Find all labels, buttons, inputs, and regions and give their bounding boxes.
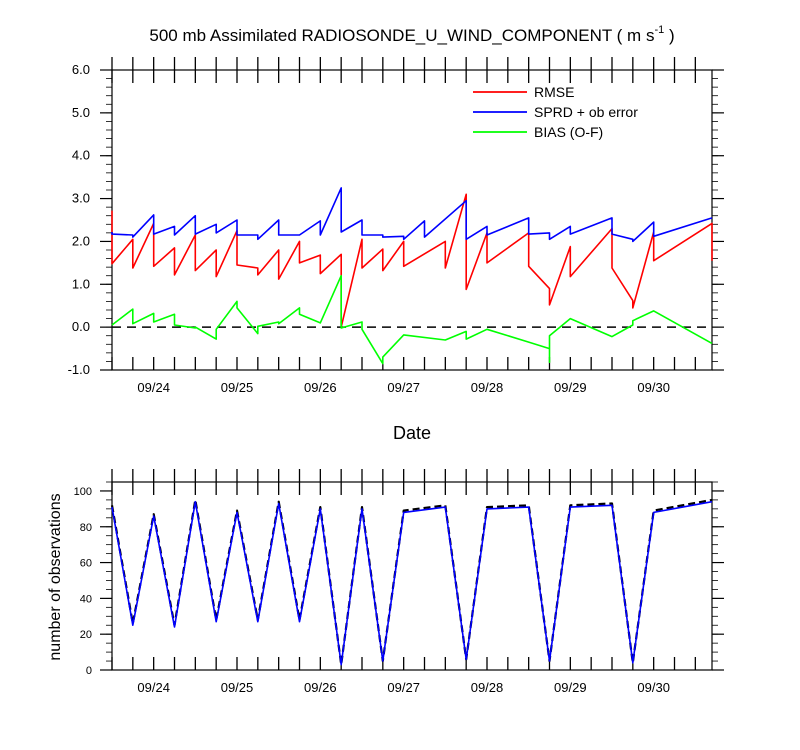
x-tick-label: 09/30 (637, 680, 670, 695)
bottom-series (110, 498, 713, 666)
chart-title-main: 500 mb Assimilated RADIOSONDE_U_WIND_COM… (149, 26, 654, 45)
legend: RMSE SPRD + ob error BIAS (O-F) (473, 84, 638, 140)
y-tick-label: 80 (80, 522, 92, 534)
series-line-bias-o-f (111, 274, 713, 365)
x-tick-label: 09/25 (221, 380, 254, 395)
series-line-possible (111, 500, 713, 666)
y-tick-label: 40 (80, 593, 92, 605)
y-tick-label: 60 (80, 558, 92, 570)
top-x-axis: 09/24 09/25 09/26 09/27 09/28 09/29 09/30 (111, 57, 696, 395)
y-axis-label-observations: number of observations (47, 493, 64, 660)
y-tick-label: 3.0 (72, 191, 90, 206)
series-line-sprd-ob-error (111, 187, 713, 243)
x-tick-label: 09/26 (304, 680, 337, 695)
x-tick-label: 09/27 (387, 680, 420, 695)
y-tick-label: -1.0 (68, 362, 90, 377)
y-tick-label: 20 (80, 629, 92, 641)
bottom-minor-ticks (106, 481, 718, 671)
bottom-y-axis: 0 20 40 60 80 100 (74, 486, 724, 677)
chart-title: 500 mb Assimilated RADIOSONDE_U_WIND_COM… (149, 24, 674, 45)
y-tick-label: 0 (86, 665, 92, 677)
legend-label: BIAS (O-F) (534, 124, 603, 140)
x-tick-label: 09/24 (137, 680, 170, 695)
y-tick-label: 6.0 (72, 62, 90, 77)
x-tick-label: 09/28 (471, 680, 504, 695)
bottom-plot-frame (111, 481, 713, 671)
y-tick-label: 2.0 (72, 233, 90, 248)
legend-label: SPRD + ob error (534, 104, 638, 120)
x-tick-label: 09/26 (304, 380, 337, 395)
series-line-assimilated (110, 498, 713, 666)
x-tick-label: 09/29 (554, 680, 587, 695)
series-line-rmse (111, 193, 713, 328)
bottom-x-axis: 09/24 09/25 09/26 09/27 09/28 09/29 09/30 (111, 469, 696, 695)
y-tick-label: 0.0 (72, 319, 90, 334)
y-tick-label: 100 (74, 486, 92, 498)
x-axis-label: Date (393, 423, 431, 443)
top-panel: -1.00.01.02.03.04.05.06.0 09/24 09/25 09/2… (68, 57, 724, 443)
x-tick-label: 09/28 (471, 380, 504, 395)
y-tick-label: 1.0 (72, 276, 90, 291)
x-tick-label: 09/24 (137, 380, 170, 395)
x-tick-label: 09/29 (554, 380, 587, 395)
top-series (111, 187, 713, 365)
x-tick-label: 09/30 (637, 380, 670, 395)
x-tick-label: 09/27 (387, 380, 420, 395)
chart-title-suffix: ) (664, 26, 674, 45)
chart-title-superscript: -1 (654, 24, 664, 36)
y-tick-label: 5.0 (72, 105, 90, 120)
x-tick-label: 09/25 (221, 680, 254, 695)
y-tick-label: 4.0 (72, 148, 90, 163)
legend-label: RMSE (534, 84, 574, 100)
top-y-axis: -1.0 0.0 1.0 2.0 3.0 4.0 5.0 6.0 (68, 62, 724, 377)
